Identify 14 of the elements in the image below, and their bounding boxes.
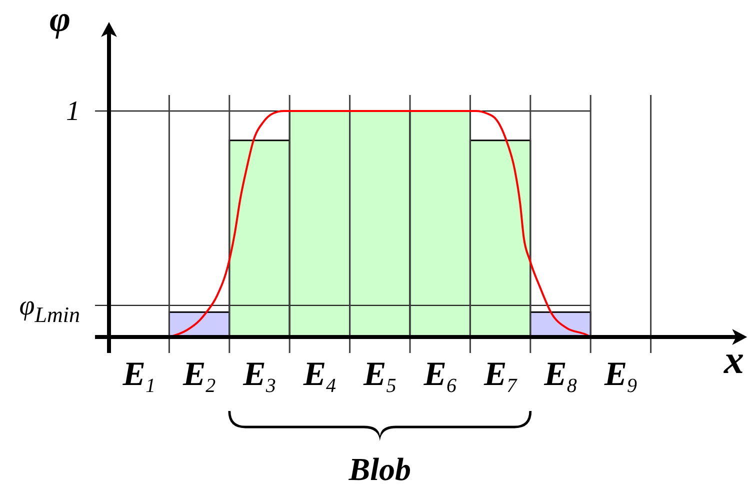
- x-tick-label: E$_{2}$: [182, 356, 216, 397]
- y-axis-title: φ: [49, 0, 71, 39]
- x-tick-label: E$_{5}$: [362, 356, 396, 397]
- ref-line-label: 1: [66, 96, 80, 127]
- x-axis-title: x: [723, 337, 744, 382]
- x-tick-label: E$_{3}$: [242, 356, 276, 397]
- x-tick-label: E$_{4}$: [302, 356, 336, 397]
- x-tick-label: E$_{7}$: [482, 356, 518, 397]
- ref-line-label: φ$_{Lmin}$: [19, 290, 80, 328]
- x-tick-label: E$_{1}$: [122, 356, 156, 397]
- text: Blob: [348, 451, 412, 487]
- x-tick-label: E$_{9}$: [603, 356, 638, 397]
- x-tick-label: E$_{6}$: [422, 356, 456, 397]
- x-tick-label: E$_{8}$: [543, 356, 577, 397]
